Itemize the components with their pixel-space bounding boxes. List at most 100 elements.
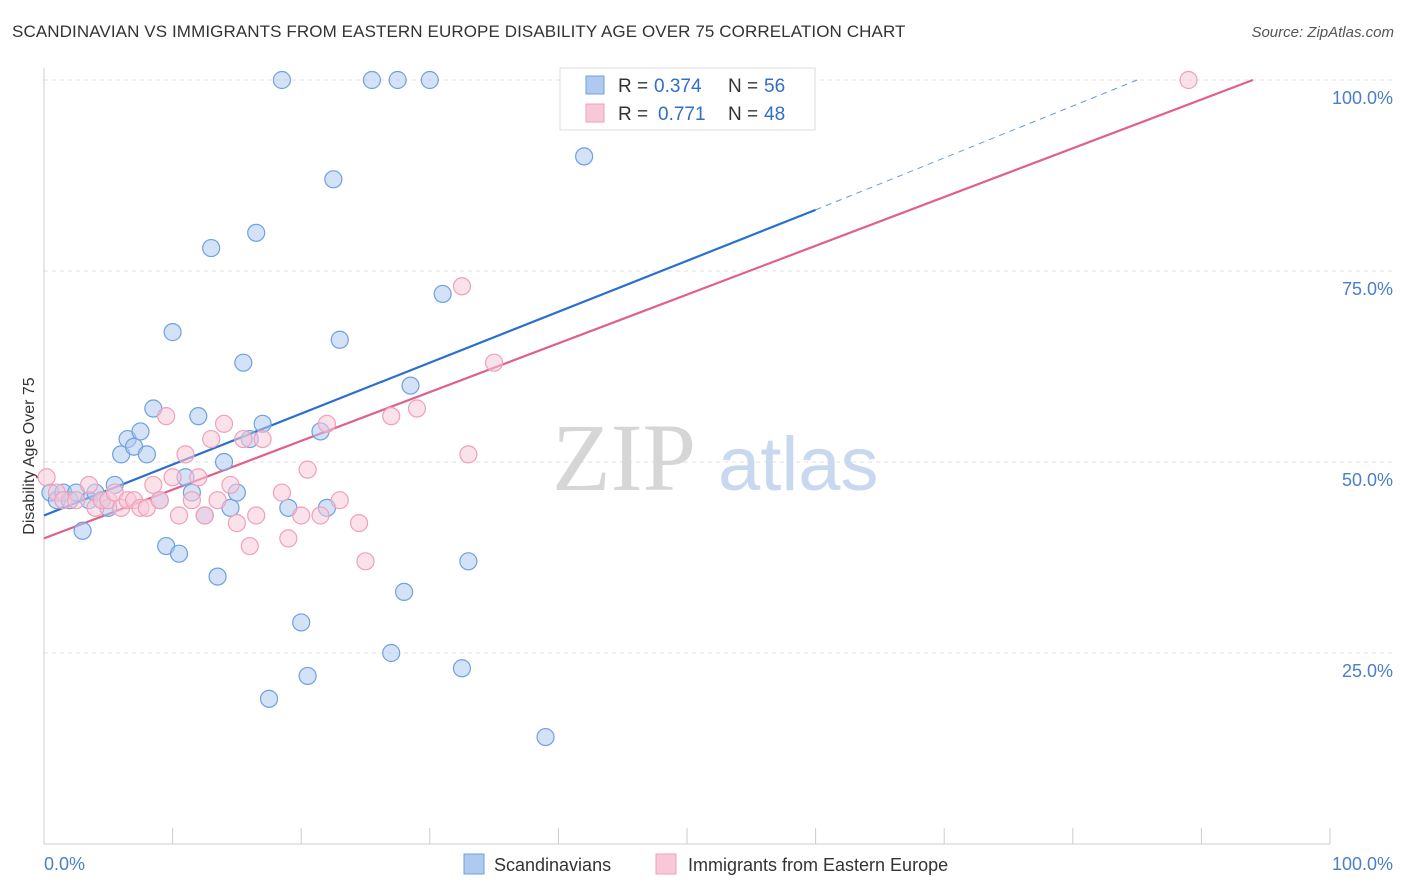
legend-n-value-2: 48 [764,104,785,125]
point-0-25 [202,238,221,258]
point-0-38 [298,666,317,686]
point-1-17 [163,468,182,487]
point-0-14 [131,422,150,441]
point-0-15 [137,445,156,464]
point-0-47 [401,376,420,395]
point-0-32 [247,223,266,242]
gridlines [44,79,1392,654]
stats-legend: R = 0.374 N = 56 R = 0.771 N = 48 [559,67,816,131]
point-1-28 [234,429,253,449]
point-0-45 [388,70,407,90]
watermark: ZIP atlas [552,404,879,511]
point-1-33 [279,529,298,548]
point-1-41 [382,407,401,426]
watermark-atlas: atlas [718,422,879,507]
point-0-41 [324,170,343,189]
point-1-21 [189,468,208,487]
point-1-37 [317,414,337,433]
point-1-32 [272,483,292,502]
trend-line-1 [43,78,1254,540]
point-1-38 [330,491,349,510]
point-0-49 [433,284,452,304]
series-legend: Scandinavians Immigrants from Eastern Eu… [463,853,948,875]
point-0-48 [420,70,439,90]
point-1-4 [79,475,99,495]
legend-swatch-immigrants [585,103,605,123]
point-0-46 [394,582,414,601]
data-points [37,70,1198,747]
point-0-34 [259,689,279,708]
point-1-18 [169,506,189,525]
y-tick-label-25: 25.0% [1342,661,1393,681]
point-1-47 [1179,70,1198,90]
point-0-5 [73,521,92,540]
point-1-20 [182,491,201,510]
series-legend-label-immigrants: Immigrants from Eastern Europe [688,855,948,875]
point-0-51 [459,552,478,571]
point-1-16 [157,407,176,426]
series-legend-swatch-scandinavians [463,853,485,875]
x-tick-label-min: 0.0% [44,854,85,874]
y-tick-labels: 25.0% 50.0% 75.0% 100.0% [1332,88,1393,681]
trend-line-extension-0 [815,79,1138,211]
point-1-25 [214,414,234,433]
point-1-39 [349,514,369,533]
point-1-0 [37,468,56,487]
chart-title: SCANDINAVIAN VS IMMIGRANTS FROM EASTERN … [12,22,906,41]
point-1-29 [240,536,259,556]
point-0-33 [253,414,272,433]
point-0-52 [536,727,555,747]
y-tick-label-100: 100.0% [1332,88,1393,108]
point-1-35 [298,460,317,479]
point-1-40 [356,552,375,571]
point-0-20 [169,544,189,563]
watermark-zip: ZIP [552,404,696,511]
chart-source: Source: ZipAtlas.com [1251,24,1394,41]
point-0-30 [234,353,253,372]
trend-line-0 [43,208,817,517]
legend-n-label-2: N = [728,104,758,125]
point-0-26 [208,567,227,586]
series-legend-swatch-immigrants [655,853,677,875]
point-1-34 [292,506,311,525]
point-1-43 [452,277,472,296]
legend-n-value-1: 56 [764,76,785,97]
point-0-53 [575,147,594,166]
point-0-37 [292,613,311,632]
point-0-42 [330,330,349,349]
point-1-3 [67,491,86,510]
legend-r-label-1: R = [618,76,648,97]
point-1-36 [311,506,330,525]
point-1-30 [247,506,266,525]
point-0-23 [189,407,208,426]
point-1-23 [202,429,221,449]
legend-n-label-1: N = [728,76,758,97]
legend-swatch-scandinavians [585,75,605,95]
point-0-43 [362,70,382,90]
point-1-15 [150,491,169,510]
point-1-44 [459,445,478,464]
legend-r-value-1: 0.374 [654,76,702,97]
point-1-26 [221,475,240,495]
point-0-35 [272,70,292,90]
point-1-22 [195,506,214,525]
x-tick-label-max: 100.0% [1332,854,1393,874]
y-axis-label: Disability Age Over 75 [21,377,38,535]
x-ticks [43,828,1331,844]
point-0-44 [382,643,401,663]
point-1-27 [227,514,246,533]
y-tick-label-75: 75.0% [1342,279,1393,299]
series-legend-label-scandinavians: Scandinavians [494,855,611,875]
point-1-31 [253,429,272,449]
point-0-19 [163,323,182,342]
point-1-19 [176,445,195,464]
legend-r-label-2: R = [618,104,648,125]
point-1-42 [407,399,427,418]
point-0-27 [214,452,234,472]
trend-lines [43,78,1254,540]
point-1-14 [144,475,163,495]
point-1-24 [208,491,227,510]
point-0-50 [452,659,472,678]
legend-r-value-2: 0.771 [658,104,706,125]
